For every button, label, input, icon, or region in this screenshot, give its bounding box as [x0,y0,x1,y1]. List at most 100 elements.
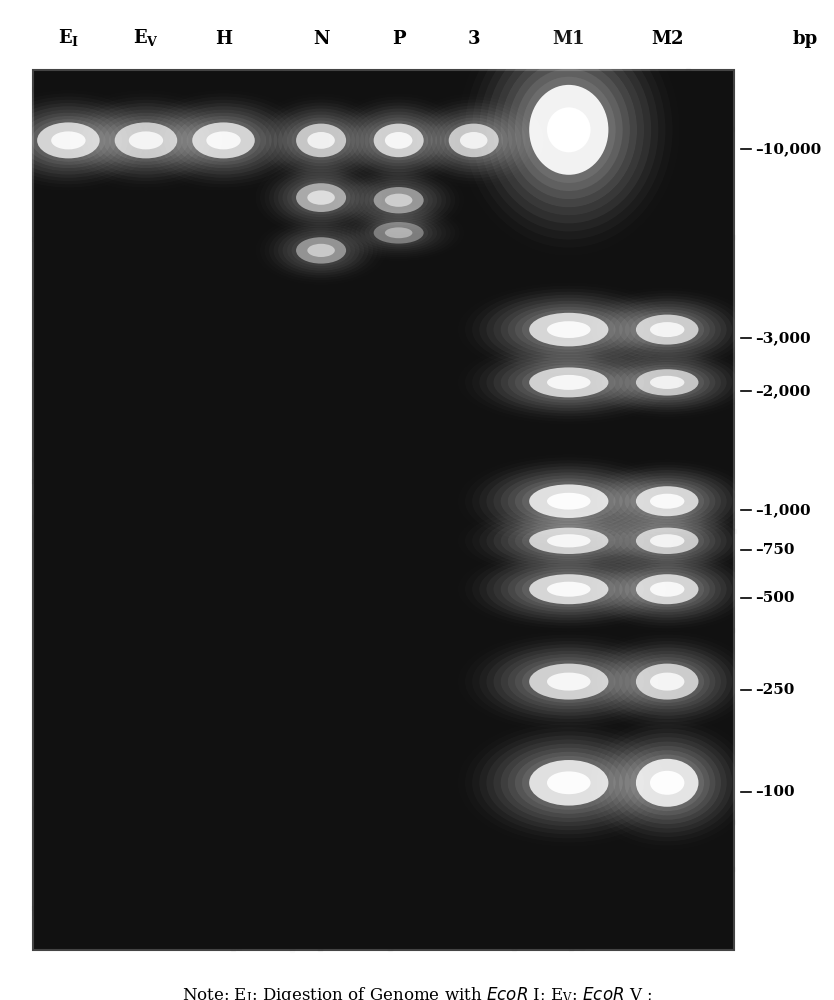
Ellipse shape [500,472,637,530]
Text: –10,000: –10,000 [755,142,821,156]
Text: –3,000: –3,000 [755,331,811,345]
Ellipse shape [32,119,105,162]
Ellipse shape [522,756,615,810]
Ellipse shape [374,187,424,213]
Ellipse shape [369,121,428,160]
Ellipse shape [636,486,699,516]
Text: –2,000: –2,000 [755,384,811,398]
Ellipse shape [529,484,608,518]
Ellipse shape [636,528,699,554]
Ellipse shape [619,654,716,709]
Ellipse shape [631,312,704,347]
Ellipse shape [187,119,260,162]
Ellipse shape [296,183,346,212]
Ellipse shape [619,566,716,612]
Ellipse shape [283,115,359,166]
Ellipse shape [449,124,499,157]
Ellipse shape [522,660,615,703]
Ellipse shape [515,523,623,559]
Ellipse shape [384,194,412,207]
Ellipse shape [515,478,623,524]
Ellipse shape [631,660,704,703]
Ellipse shape [636,315,699,345]
Ellipse shape [631,525,704,556]
Text: H: H [215,30,232,48]
Ellipse shape [529,367,608,397]
Ellipse shape [364,118,433,163]
Ellipse shape [360,115,437,166]
Text: M1: M1 [553,30,585,48]
Ellipse shape [529,664,608,700]
Ellipse shape [500,563,637,615]
Text: bp: bp [792,30,817,48]
Ellipse shape [529,313,608,346]
Ellipse shape [522,365,615,400]
Ellipse shape [636,369,699,396]
Ellipse shape [508,61,630,199]
Ellipse shape [440,118,508,163]
Ellipse shape [515,569,623,610]
Ellipse shape [114,122,177,158]
Ellipse shape [650,534,685,547]
Bar [33,70,734,950]
Ellipse shape [500,53,637,207]
Ellipse shape [614,563,721,615]
Ellipse shape [619,307,716,353]
Text: –100: –100 [755,785,795,799]
Ellipse shape [547,493,590,510]
Ellipse shape [435,115,512,166]
Ellipse shape [374,124,424,157]
Text: –1,000: –1,000 [755,503,811,517]
Ellipse shape [508,304,630,355]
Ellipse shape [614,742,721,824]
Ellipse shape [98,113,194,168]
Ellipse shape [529,574,608,604]
Text: N: N [313,30,329,48]
Ellipse shape [625,569,710,610]
Ellipse shape [650,771,685,795]
Ellipse shape [515,752,623,814]
Ellipse shape [547,375,590,390]
Ellipse shape [128,131,163,149]
Ellipse shape [529,760,608,806]
Ellipse shape [500,301,637,358]
Ellipse shape [625,657,710,706]
Ellipse shape [547,582,590,597]
Ellipse shape [625,481,710,522]
Ellipse shape [631,755,704,811]
Ellipse shape [296,237,346,264]
Ellipse shape [384,132,412,149]
Ellipse shape [51,131,86,149]
Ellipse shape [292,121,350,160]
Ellipse shape [103,116,188,165]
Ellipse shape [384,227,412,238]
Ellipse shape [619,746,716,820]
Text: P: P [392,30,405,48]
Ellipse shape [515,657,623,706]
Ellipse shape [515,307,623,352]
Ellipse shape [494,44,644,215]
Ellipse shape [508,748,630,818]
Ellipse shape [529,85,608,175]
Ellipse shape [292,181,350,215]
Ellipse shape [636,574,699,604]
Ellipse shape [515,69,623,191]
Text: –500: –500 [755,591,794,605]
Ellipse shape [307,190,335,205]
Ellipse shape [522,525,615,556]
Ellipse shape [287,118,355,163]
Ellipse shape [614,475,721,527]
Ellipse shape [192,122,255,158]
Ellipse shape [522,310,615,349]
Ellipse shape [515,362,623,403]
Text: –250: –250 [755,683,794,697]
Text: M2: M2 [651,30,683,48]
Ellipse shape [307,244,335,257]
Text: –750: –750 [755,543,794,557]
Text: E$_{\mathregular{I}}$: E$_{\mathregular{I}}$ [58,27,79,48]
Ellipse shape [650,673,685,691]
Ellipse shape [522,77,615,183]
Ellipse shape [619,520,716,561]
Ellipse shape [547,321,590,338]
Ellipse shape [307,132,335,149]
